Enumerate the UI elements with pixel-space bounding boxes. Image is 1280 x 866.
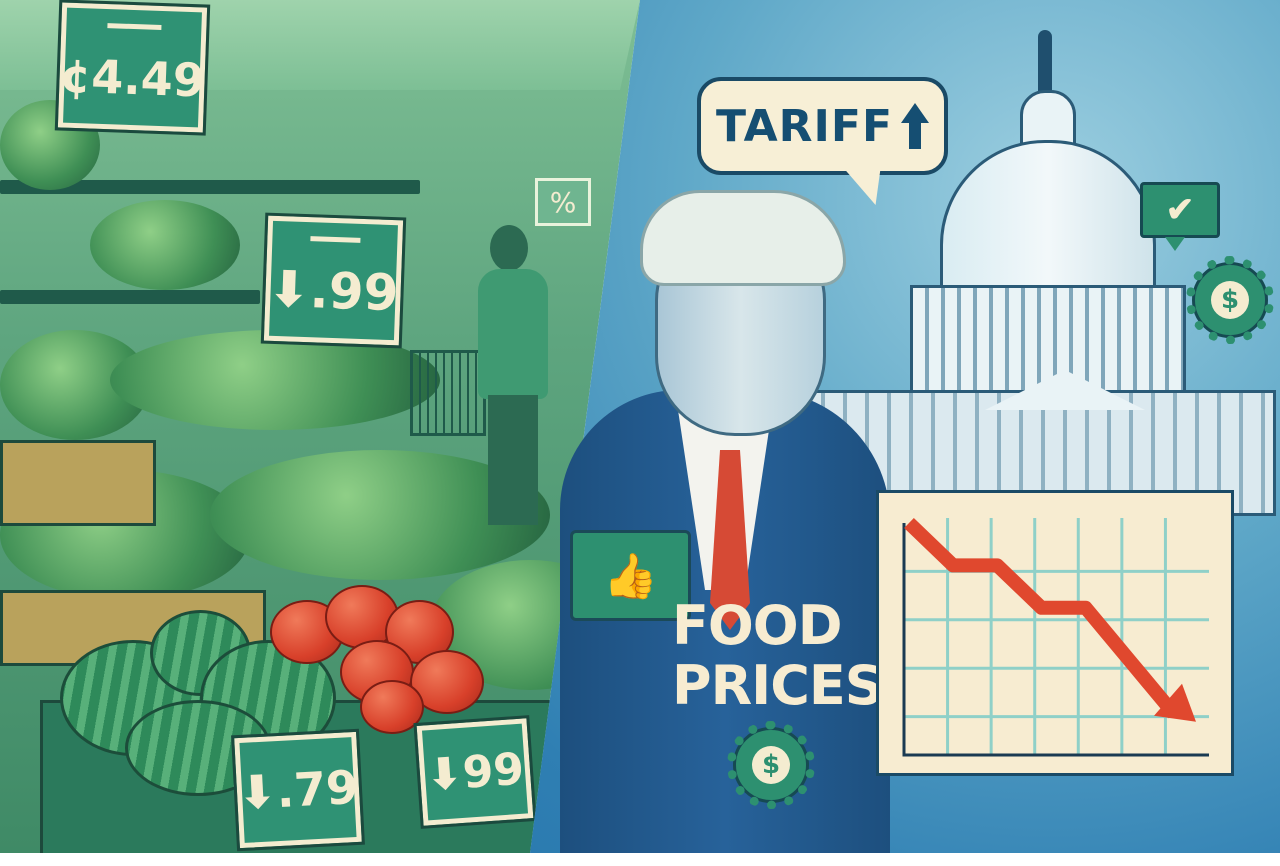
dollar-gear-icon: $ xyxy=(727,721,815,809)
price-tag-bottom-right: ⬇ 99 xyxy=(413,715,537,829)
chart-plot xyxy=(902,517,1209,757)
price-label: ¢4.49 xyxy=(58,47,206,108)
price-tag-bottom-left: ⬇ .79 xyxy=(231,728,365,852)
tariff-speech-bubble: TARIFF xyxy=(697,77,948,205)
greens-pile xyxy=(110,330,440,430)
upper-shelf xyxy=(0,180,420,194)
dollar-icon: $ xyxy=(1211,281,1249,319)
shopper-body xyxy=(478,269,548,399)
tomato xyxy=(360,680,424,734)
tariff-label: TARIFF xyxy=(715,100,893,152)
shopper-legs xyxy=(488,395,538,525)
percent-sign: % xyxy=(535,178,591,226)
hair xyxy=(640,190,846,286)
shopping-cart xyxy=(410,350,486,436)
price-label: .79 xyxy=(275,759,360,819)
dollar-icon: $ xyxy=(752,746,790,784)
produce-crate xyxy=(0,440,156,526)
grocery-store-panel: % ¢4.49 ⬇ .99 ⬇ .79 ⬇ 99 xyxy=(0,0,640,853)
tomato xyxy=(270,600,344,664)
shopper-head xyxy=(490,225,528,271)
price-label: .99 xyxy=(308,260,400,322)
headline-line1: FOOD xyxy=(672,594,843,657)
declining-price-chart xyxy=(876,490,1234,776)
capitol-spire xyxy=(1038,30,1052,96)
politician-figure xyxy=(560,190,890,853)
capitol-pediment xyxy=(985,370,1145,410)
price-tag-shelf: ⬇ .99 xyxy=(260,212,407,349)
shopper xyxy=(470,225,560,525)
dollar-gear-icon: $ xyxy=(1186,256,1274,344)
arrow-down-icon: ⬇ xyxy=(236,764,278,821)
lettuce xyxy=(90,200,240,290)
thumbs-up-icon: 👍 xyxy=(570,530,691,621)
headline-line2: PRICES xyxy=(672,654,884,717)
middle-shelf xyxy=(0,290,260,304)
headline: FOOD PRICES xyxy=(672,594,884,717)
arrow-down-icon: ⬇ xyxy=(266,259,311,319)
price-tag-top-left: ¢4.49 xyxy=(54,0,211,136)
price-label: 99 xyxy=(461,743,526,799)
arrow-up-icon xyxy=(901,103,929,149)
checkmark-bubble-icon: ✔ xyxy=(1140,182,1220,251)
arrow-down-icon: ⬇ xyxy=(424,747,465,801)
capitol-dome xyxy=(940,140,1156,296)
